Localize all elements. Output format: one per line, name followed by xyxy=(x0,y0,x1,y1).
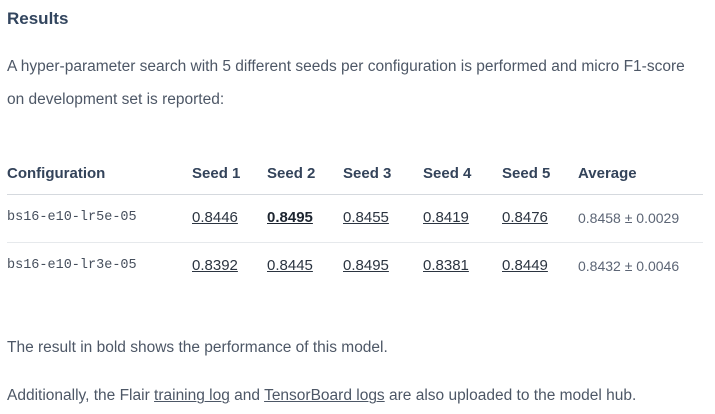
seed3-score-link[interactable]: 0.8495 xyxy=(343,257,389,274)
column-header-seed2: Seed 2 xyxy=(267,164,343,195)
seed2-score-link-bold[interactable]: 0.8495 xyxy=(267,209,313,226)
readme-results-section: Results A hyper-parameter search with 5 … xyxy=(7,9,703,405)
seed4-score-link[interactable]: 0.8381 xyxy=(423,257,469,274)
column-header-configuration: Configuration xyxy=(7,164,192,195)
seed5-score-link[interactable]: 0.8449 xyxy=(502,257,548,274)
configuration-cell: bs16-e10-lr5e-05 xyxy=(7,194,192,243)
bold-result-note: The result in bold shows the performance… xyxy=(7,339,388,356)
seed1-score-link[interactable]: 0.8392 xyxy=(192,257,238,274)
intro-line-1: A hyper-parameter search with 5 differen… xyxy=(7,58,685,75)
results-table-header: Configuration Seed 1 Seed 2 Seed 3 Seed … xyxy=(7,164,703,195)
average-cell: 0.8458 ± 0.0029 xyxy=(578,194,703,243)
training-log-link[interactable]: training log xyxy=(154,387,230,404)
seed3-score-link[interactable]: 0.8455 xyxy=(343,209,389,226)
seed2-score-link[interactable]: 0.8445 xyxy=(267,257,313,274)
configuration-cell: bs16-e10-lr3e-05 xyxy=(7,258,137,273)
seed1-score-link[interactable]: 0.8446 xyxy=(192,209,238,226)
column-header-seed5: Seed 5 xyxy=(502,164,578,195)
additional-note-suffix: are also uploaded to the model hub. xyxy=(384,387,637,404)
column-header-seed1: Seed 1 xyxy=(192,164,267,195)
column-header-average: Average xyxy=(578,164,703,195)
additional-note: Additionally, the Flair training log and… xyxy=(7,387,703,405)
results-table: Configuration Seed 1 Seed 2 Seed 3 Seed … xyxy=(7,164,703,290)
intro-line-2: on development set is reported: xyxy=(7,91,225,108)
table-row: bs16-e10-lr3e-05 0.8392 0.8445 0.8495 0.… xyxy=(7,243,703,291)
column-header-seed4: Seed 4 xyxy=(423,164,502,195)
results-heading: Results xyxy=(7,9,69,28)
additional-note-middle: and xyxy=(229,387,265,404)
column-header-seed3: Seed 3 xyxy=(343,164,423,195)
table-row: bs16-e10-lr5e-05 0.8446 0.8495 0.8455 0.… xyxy=(7,194,703,243)
intro-paragraph: A hyper-parameter search with 5 differen… xyxy=(7,50,703,116)
seed5-score-link[interactable]: 0.8476 xyxy=(502,209,548,226)
tensorboard-logs-link[interactable]: TensorBoard logs xyxy=(264,387,385,404)
additional-note-prefix: Additionally, the Flair xyxy=(7,387,155,404)
average-cell: 0.8432 ± 0.0046 xyxy=(578,258,680,274)
seed4-score-link[interactable]: 0.8419 xyxy=(423,209,469,226)
